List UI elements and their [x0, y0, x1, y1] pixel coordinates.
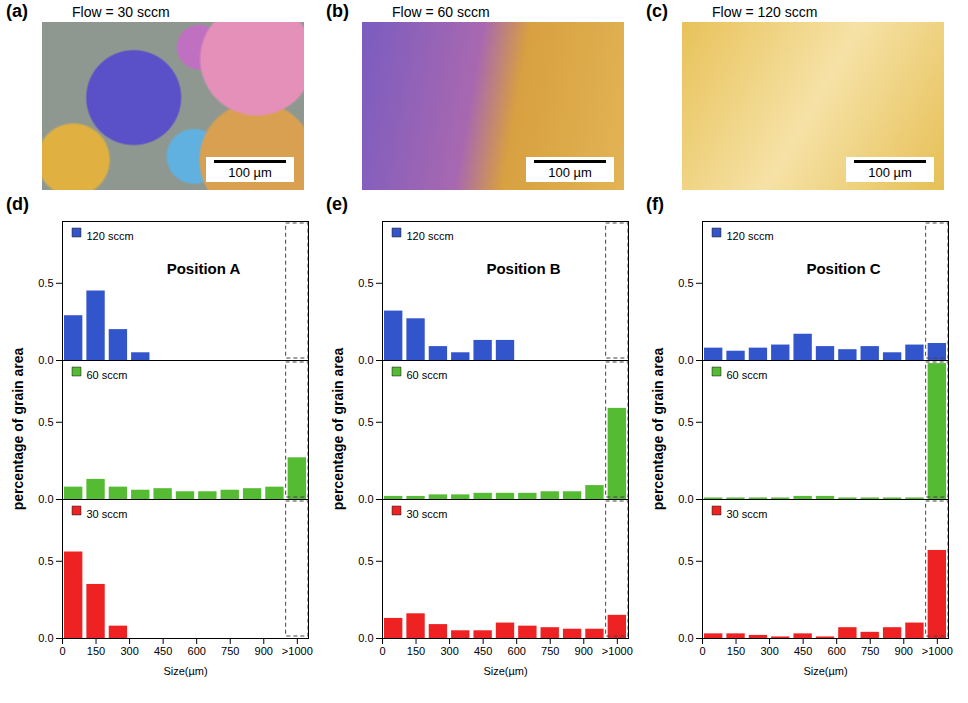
html-text:(a): (a) — [6, 1, 28, 21]
svg-text:600: 600 — [828, 645, 846, 657]
svg-text:0.0: 0.0 — [678, 632, 693, 644]
svg-text:0.5: 0.5 — [358, 416, 373, 428]
svg-text:0: 0 — [59, 645, 65, 657]
svg-text:Position B: Position B — [486, 260, 560, 277]
svg-text:450: 450 — [474, 645, 492, 657]
svg-text:Size(µm): Size(µm) — [483, 665, 527, 677]
svg-text:30 sccm: 30 sccm — [407, 508, 448, 520]
html-text:(b): (b) — [326, 1, 349, 21]
html-text:Flow = 60 sccm: Flow = 60 sccm — [392, 4, 490, 20]
svg-text:150: 150 — [87, 645, 105, 657]
svg-text:Size(µm): Size(µm) — [163, 665, 207, 677]
svg-text:300: 300 — [120, 645, 138, 657]
html-text:100 µm: 100 µm — [548, 165, 592, 180]
html-text:percentage of grain area: percentage of grain area — [330, 348, 346, 511]
svg-text:0.0: 0.0 — [358, 493, 373, 505]
html-text:percentage of grain area: percentage of grain area — [650, 348, 666, 511]
svg-text:0.5: 0.5 — [678, 555, 693, 567]
svg-text:300: 300 — [760, 645, 778, 657]
svg-text:150: 150 — [407, 645, 425, 657]
html-text:100 µm: 100 µm — [228, 165, 272, 180]
svg-text:0.0: 0.0 — [38, 632, 53, 644]
svg-text:0.0: 0.0 — [678, 493, 693, 505]
svg-text:120 sccm: 120 sccm — [407, 230, 454, 242]
svg-text:0.0: 0.0 — [678, 354, 693, 366]
svg-text:0.5: 0.5 — [358, 555, 373, 567]
svg-text:30 sccm: 30 sccm — [87, 508, 128, 520]
svg-text:0: 0 — [379, 645, 385, 657]
svg-text:0.5: 0.5 — [678, 277, 693, 289]
svg-text:0.5: 0.5 — [678, 416, 693, 428]
svg-text:120 sccm: 120 sccm — [87, 230, 134, 242]
svg-text:>1000: >1000 — [602, 645, 633, 657]
svg-text:0.0: 0.0 — [38, 354, 53, 366]
svg-text:900: 900 — [575, 645, 593, 657]
svg-text:0.0: 0.0 — [358, 354, 373, 366]
svg-text:60 sccm: 60 sccm — [407, 369, 448, 381]
svg-text:300: 300 — [440, 645, 458, 657]
svg-text:600: 600 — [508, 645, 526, 657]
svg-text:0.0: 0.0 — [358, 632, 373, 644]
svg-text:450: 450 — [154, 645, 172, 657]
svg-text:900: 900 — [895, 645, 913, 657]
html-text:percentage of grain area: percentage of grain area — [10, 348, 26, 511]
svg-text:0.5: 0.5 — [38, 416, 53, 428]
svg-text:0.5: 0.5 — [38, 277, 53, 289]
html-text:(e): (e) — [326, 194, 348, 214]
svg-text:900: 900 — [255, 645, 273, 657]
html-text:100 µm: 100 µm — [868, 165, 912, 180]
html-text:(f): (f) — [646, 194, 664, 214]
svg-text:>1000: >1000 — [922, 645, 953, 657]
html-text:Flow = 30 sccm: Flow = 30 sccm — [72, 4, 170, 20]
svg-text:Size(µm): Size(µm) — [803, 665, 847, 677]
svg-text:60 sccm: 60 sccm — [87, 369, 128, 381]
html-text:Flow = 120 sccm: Flow = 120 sccm — [712, 4, 818, 20]
svg-text:60 sccm: 60 sccm — [727, 369, 768, 381]
svg-text:120 sccm: 120 sccm — [727, 230, 774, 242]
svg-text:600: 600 — [188, 645, 206, 657]
svg-text:0.5: 0.5 — [38, 555, 53, 567]
svg-text:750: 750 — [861, 645, 879, 657]
svg-text:0: 0 — [699, 645, 705, 657]
svg-text:750: 750 — [221, 645, 239, 657]
svg-text:750: 750 — [541, 645, 559, 657]
svg-text:Position A: Position A — [167, 260, 241, 277]
svg-text:Position C: Position C — [806, 260, 880, 277]
svg-text:30 sccm: 30 sccm — [727, 508, 768, 520]
svg-text:150: 150 — [727, 645, 745, 657]
svg-text:0.0: 0.0 — [38, 493, 53, 505]
html-text:(d): (d) — [6, 194, 29, 214]
svg-text:450: 450 — [794, 645, 812, 657]
html-text:(c): (c) — [646, 1, 668, 21]
svg-text:0.5: 0.5 — [358, 277, 373, 289]
svg-text:>1000: >1000 — [282, 645, 313, 657]
